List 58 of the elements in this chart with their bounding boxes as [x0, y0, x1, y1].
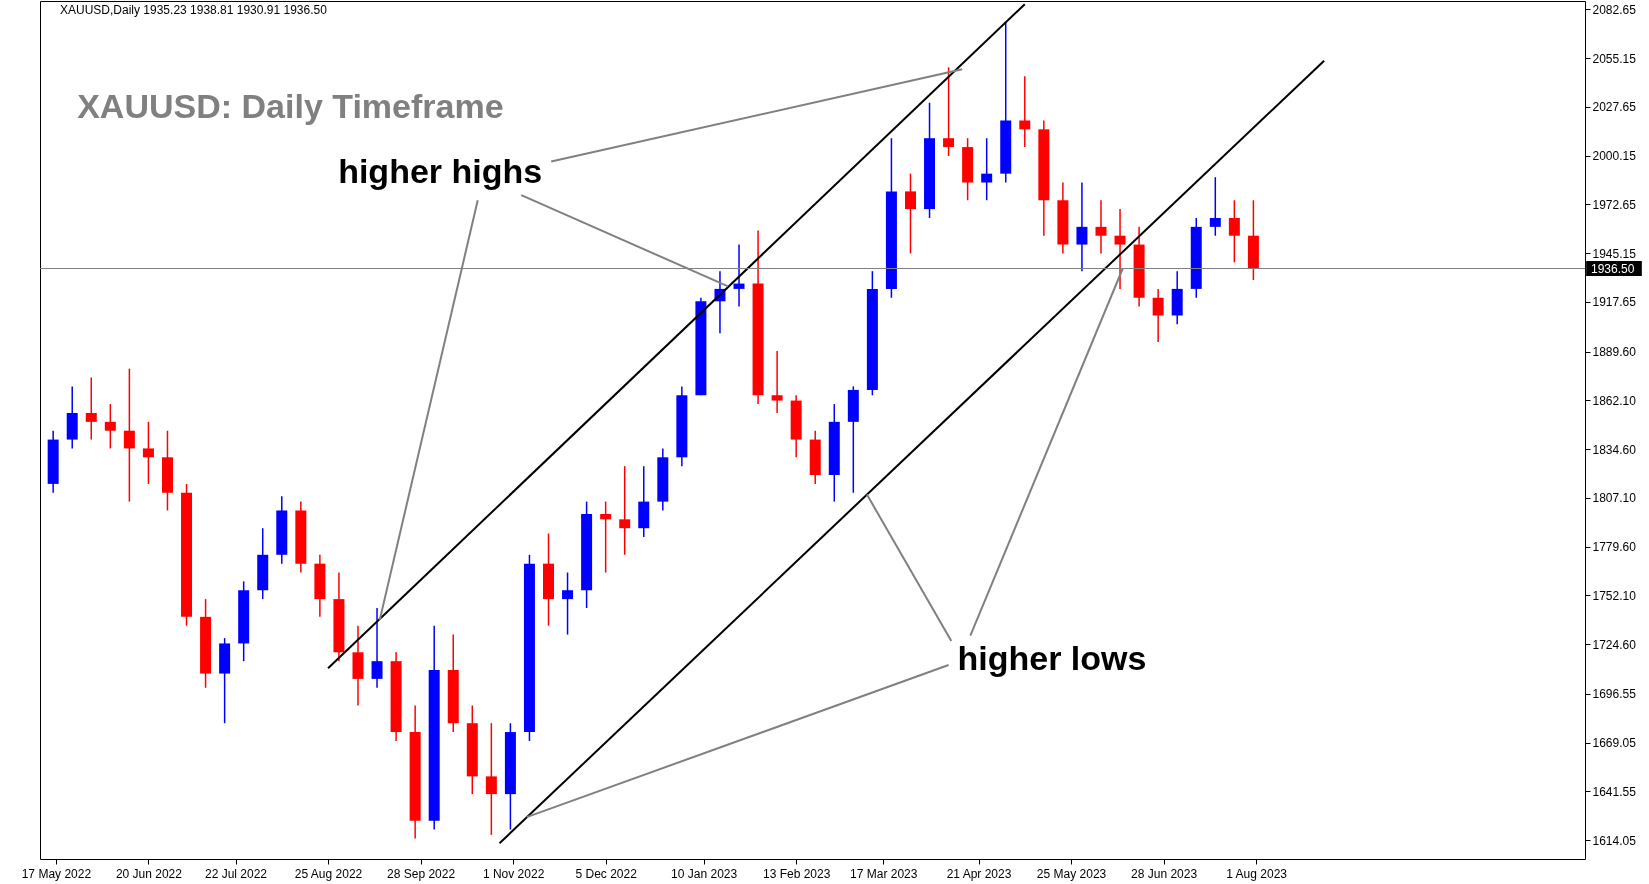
candlestick — [1209, 176, 1221, 237]
y-tick-label: 1696.55 — [1592, 687, 1637, 702]
candlestick — [1228, 199, 1240, 264]
x-tick-label: 5 Dec 2022 — [575, 866, 638, 881]
annotation: XAUUSD,Daily 1935.23 1938.81 1930.91 1936.50 — [60, 3, 328, 17]
candlestick — [600, 500, 612, 574]
candlestick — [619, 465, 631, 556]
y-tick-label: 2000.15 — [1592, 149, 1637, 164]
candlestick — [904, 172, 916, 255]
y-tick-label: 1614.05 — [1592, 833, 1637, 848]
candlestick — [485, 722, 497, 836]
annotation: higher highs — [338, 151, 543, 190]
candlestick — [1114, 208, 1126, 290]
candlestick — [371, 607, 383, 689]
candlestick — [85, 376, 97, 441]
text: XAUUSD: Daily Timeframe — [77, 87, 504, 125]
candlestick — [142, 421, 154, 485]
x-tick-label: 1 Nov 2022 — [482, 866, 545, 881]
y-tick-label: 2055.15 — [1592, 51, 1637, 66]
candlestick — [123, 367, 135, 503]
ref-line-label: 1936.50 — [1591, 261, 1635, 276]
x-tick-label: 25 May 2023 — [1036, 866, 1107, 881]
x-tick-label: 17 May 2022 — [21, 866, 92, 881]
candlestick — [943, 66, 955, 157]
y-tick-label: 1972.65 — [1592, 197, 1637, 212]
annotation: higher lows — [957, 638, 1147, 677]
y-tick-label: 1669.05 — [1592, 736, 1637, 751]
x-tick-label: 22 Jul 2022 — [204, 866, 268, 881]
candlestick — [733, 243, 745, 308]
y-tick-label: 1641.55 — [1592, 784, 1637, 799]
x-tick-label: 21 Apr 2023 — [946, 866, 1012, 881]
y-tick-label: 1807.10 — [1592, 491, 1637, 506]
y-tick-label: 1945.15 — [1592, 246, 1637, 261]
candlestick — [1095, 199, 1107, 255]
candlestick — [981, 137, 993, 201]
y-tick-label: 1889.60 — [1592, 345, 1637, 360]
y-tick-label: 1724.60 — [1592, 637, 1637, 652]
x-tick-label: 17 Mar 2023 — [850, 866, 918, 881]
x-tick-label: 10 Jan 2023 — [671, 866, 738, 881]
x-tick-label: 1 Aug 2023 — [1226, 866, 1288, 881]
y-tick-label: 2082.65 — [1592, 2, 1637, 17]
candlestick — [104, 403, 116, 450]
y-tick-label: 1862.10 — [1592, 393, 1637, 408]
candlestick — [562, 571, 574, 636]
x-tick-label: 28 Sep 2022 — [387, 866, 456, 881]
candlestick — [1152, 288, 1164, 343]
y-tick-label: 1917.65 — [1592, 295, 1637, 310]
candlestick — [1019, 75, 1031, 148]
x-tick-label: 28 Jun 2023 — [1131, 866, 1198, 881]
candlestick — [1076, 181, 1088, 272]
x-tick-label: 13 Feb 2023 — [762, 866, 831, 881]
y-tick-label: 1834.60 — [1592, 442, 1637, 457]
y-tick-label: 1752.10 — [1592, 588, 1637, 603]
y-tick-label: 2027.65 — [1592, 100, 1637, 115]
x-tick-label: 20 Jun 2022 — [115, 866, 183, 881]
x-tick-label: 25 Aug 2022 — [294, 866, 363, 881]
y-tick-label: 1779.60 — [1592, 540, 1637, 555]
candlestick — [771, 350, 783, 414]
